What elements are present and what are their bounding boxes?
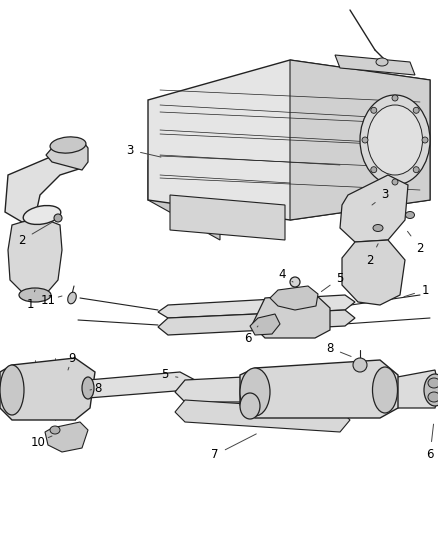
- Ellipse shape: [413, 107, 419, 114]
- Text: 7: 7: [211, 434, 256, 462]
- Ellipse shape: [428, 392, 438, 402]
- Ellipse shape: [82, 377, 94, 399]
- Polygon shape: [170, 195, 285, 240]
- Polygon shape: [240, 360, 398, 418]
- Ellipse shape: [54, 214, 62, 222]
- Ellipse shape: [23, 206, 61, 224]
- Ellipse shape: [290, 277, 300, 287]
- Text: 5: 5: [161, 368, 178, 382]
- Ellipse shape: [371, 107, 377, 114]
- Ellipse shape: [0, 365, 24, 415]
- Ellipse shape: [422, 137, 428, 143]
- Polygon shape: [340, 175, 408, 242]
- Ellipse shape: [371, 167, 377, 173]
- Polygon shape: [252, 294, 330, 338]
- Text: 11: 11: [40, 294, 62, 306]
- Ellipse shape: [362, 137, 368, 143]
- Ellipse shape: [240, 393, 260, 419]
- Polygon shape: [88, 372, 195, 398]
- Text: 9: 9: [68, 351, 76, 370]
- Polygon shape: [46, 140, 88, 170]
- Ellipse shape: [353, 358, 367, 372]
- Text: 6: 6: [244, 326, 258, 344]
- Ellipse shape: [68, 292, 76, 304]
- Text: 8: 8: [90, 382, 102, 394]
- Ellipse shape: [392, 179, 398, 185]
- Text: 6: 6: [426, 424, 434, 462]
- Text: 1: 1: [404, 284, 429, 297]
- Polygon shape: [158, 295, 355, 318]
- Polygon shape: [148, 160, 220, 240]
- Polygon shape: [158, 310, 355, 335]
- Ellipse shape: [424, 374, 438, 406]
- Text: 3: 3: [126, 143, 161, 157]
- Ellipse shape: [50, 426, 60, 434]
- Text: 2: 2: [18, 222, 53, 246]
- Text: 8: 8: [326, 342, 351, 357]
- Polygon shape: [335, 55, 415, 75]
- Polygon shape: [148, 60, 430, 220]
- Text: 4: 4: [278, 269, 293, 282]
- Ellipse shape: [413, 167, 419, 173]
- Ellipse shape: [376, 58, 388, 66]
- Text: 2: 2: [407, 231, 424, 254]
- Polygon shape: [250, 314, 280, 335]
- Ellipse shape: [240, 368, 270, 416]
- Polygon shape: [5, 148, 85, 222]
- Text: 1: 1: [26, 290, 35, 311]
- Ellipse shape: [373, 224, 383, 231]
- Ellipse shape: [428, 378, 438, 388]
- Polygon shape: [175, 370, 392, 402]
- Ellipse shape: [50, 137, 86, 153]
- Ellipse shape: [360, 95, 430, 185]
- Polygon shape: [388, 370, 438, 408]
- Text: 10: 10: [31, 435, 52, 448]
- Polygon shape: [342, 240, 405, 305]
- Polygon shape: [0, 358, 95, 420]
- Text: 2: 2: [366, 244, 378, 266]
- Ellipse shape: [19, 288, 51, 302]
- Ellipse shape: [392, 95, 398, 101]
- Text: 3: 3: [372, 189, 389, 205]
- Polygon shape: [45, 422, 88, 452]
- Text: 5: 5: [321, 271, 344, 292]
- Ellipse shape: [367, 105, 423, 175]
- Polygon shape: [175, 400, 350, 432]
- Polygon shape: [270, 286, 318, 310]
- Polygon shape: [290, 60, 430, 220]
- Ellipse shape: [406, 212, 414, 219]
- Ellipse shape: [372, 367, 398, 413]
- Polygon shape: [8, 218, 62, 295]
